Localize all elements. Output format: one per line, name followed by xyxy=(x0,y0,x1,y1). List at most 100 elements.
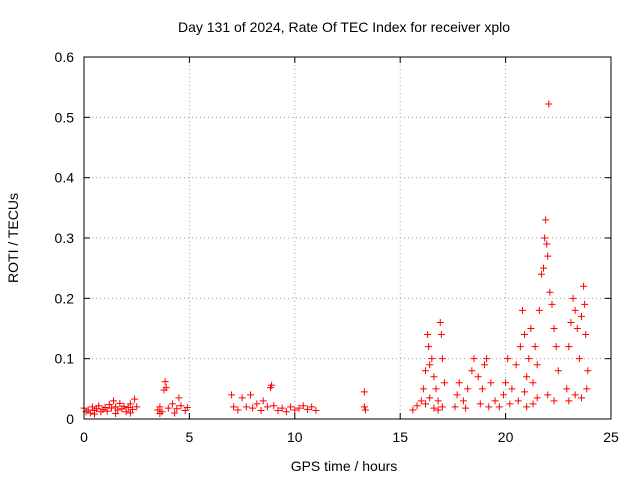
data-point xyxy=(312,407,320,415)
data-point xyxy=(91,410,99,418)
data-point xyxy=(580,282,588,290)
data-point xyxy=(529,400,537,408)
data-point xyxy=(436,318,444,326)
data-point xyxy=(270,402,278,410)
data-point xyxy=(430,404,438,412)
data-point xyxy=(86,409,94,417)
data-point xyxy=(308,403,316,411)
data-point xyxy=(162,384,170,392)
data-point xyxy=(516,343,524,351)
data-point xyxy=(131,395,139,403)
data-point xyxy=(506,400,514,408)
data-point xyxy=(424,331,432,339)
y-tick-label: 0.4 xyxy=(55,170,75,186)
data-point xyxy=(438,355,446,363)
data-point xyxy=(527,325,535,332)
data-point xyxy=(577,312,585,320)
data-point xyxy=(584,367,592,375)
x-tick-label: 25 xyxy=(603,429,619,445)
data-point xyxy=(426,394,434,402)
data-point xyxy=(495,403,503,411)
data-point xyxy=(360,403,368,411)
data-point xyxy=(247,391,255,399)
y-tick-label: 0.2 xyxy=(55,290,75,306)
data-point xyxy=(126,409,134,417)
y-tick-label: 0.1 xyxy=(55,351,75,367)
data-point xyxy=(582,331,590,339)
data-point xyxy=(101,404,109,412)
data-point xyxy=(491,397,499,405)
data-point xyxy=(278,404,286,412)
data-point xyxy=(438,403,446,411)
data-point xyxy=(161,378,169,386)
data-point xyxy=(263,403,271,411)
data-point xyxy=(287,403,295,411)
data-point xyxy=(504,355,512,363)
data-point xyxy=(428,355,436,363)
x-tick-label: 5 xyxy=(186,429,194,445)
data-point xyxy=(468,367,476,375)
data-point xyxy=(512,361,520,369)
data-point xyxy=(533,361,541,369)
data-point xyxy=(124,404,132,412)
data-point xyxy=(487,379,495,387)
data-points xyxy=(80,100,592,418)
x-tick-label: 20 xyxy=(498,429,514,445)
data-point xyxy=(437,331,445,339)
y-tick-label: 0 xyxy=(66,411,74,427)
data-point xyxy=(417,397,425,405)
data-point xyxy=(462,404,470,412)
data-point xyxy=(133,403,141,411)
data-point xyxy=(432,385,440,393)
data-point xyxy=(95,402,103,410)
axis-ticks: 0 5 10 15 20 25 0 0.1 0.2 0.3 0.4 0.5 0.6 xyxy=(55,49,619,445)
data-point xyxy=(303,405,311,413)
data-point xyxy=(481,361,489,369)
x-tick-label: 10 xyxy=(287,429,303,445)
data-point xyxy=(525,355,533,363)
data-point xyxy=(257,407,265,415)
data-point xyxy=(543,240,551,248)
data-point xyxy=(413,402,421,410)
data-point xyxy=(430,373,438,381)
data-point xyxy=(573,325,581,332)
data-point xyxy=(544,391,552,399)
data-point xyxy=(521,388,529,396)
data-point xyxy=(107,404,115,412)
data-point xyxy=(116,399,124,407)
data-point xyxy=(440,379,448,387)
data-point xyxy=(571,306,579,314)
data-point xyxy=(259,397,267,405)
data-point xyxy=(183,404,191,412)
data-point xyxy=(274,407,282,415)
y-tick-label: 0.3 xyxy=(55,230,75,246)
data-point xyxy=(455,379,463,387)
data-point xyxy=(583,385,591,393)
data-point xyxy=(459,397,467,405)
data-point xyxy=(88,403,96,411)
data-point xyxy=(228,391,236,399)
data-point xyxy=(567,318,575,326)
data-point xyxy=(126,400,134,408)
data-point xyxy=(299,402,307,410)
x-tick-label: 0 xyxy=(80,429,88,445)
data-point xyxy=(470,355,478,363)
data-point xyxy=(565,397,573,405)
data-point xyxy=(419,385,427,393)
data-point xyxy=(110,397,118,405)
data-point xyxy=(242,403,250,411)
data-point xyxy=(164,404,172,412)
grid-lines xyxy=(84,57,611,419)
data-point xyxy=(451,403,459,411)
data-point xyxy=(476,400,484,408)
data-point xyxy=(175,394,183,402)
data-point xyxy=(483,355,491,363)
data-point xyxy=(514,397,522,405)
x-tick-label: 15 xyxy=(392,429,408,445)
data-point xyxy=(531,343,539,351)
data-point xyxy=(548,300,556,308)
data-point xyxy=(485,403,493,411)
data-point xyxy=(569,294,577,302)
data-point xyxy=(550,325,558,332)
data-point xyxy=(128,405,136,413)
